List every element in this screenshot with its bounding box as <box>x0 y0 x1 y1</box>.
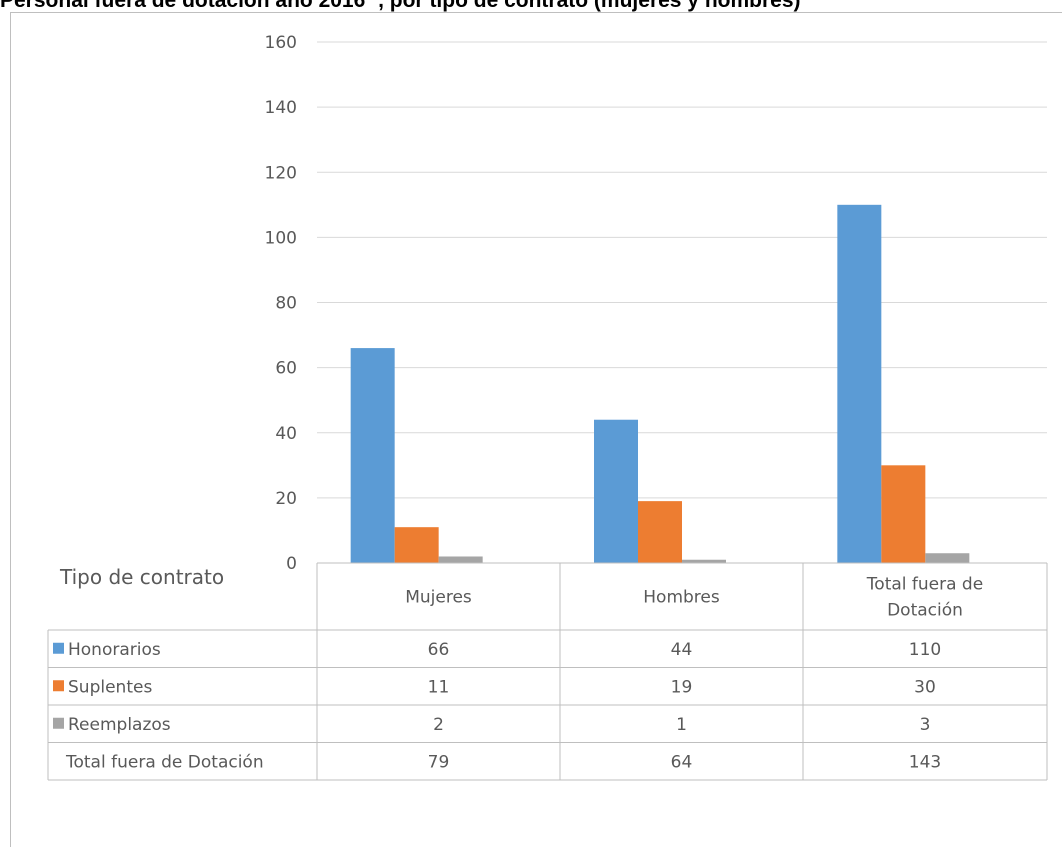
table-total-value: 64 <box>671 752 693 772</box>
legend-swatch <box>53 680 64 692</box>
x-category-label: Hombres <box>643 588 720 608</box>
legend-label: Suplentes <box>68 677 152 697</box>
table-cell-value: 2 <box>433 715 444 735</box>
legend-swatch <box>53 717 64 729</box>
y-tick-label: 100 <box>265 228 297 248</box>
table-header-label: Tipo de contrato <box>59 565 224 589</box>
bar <box>594 419 638 563</box>
table-cell-value: 1 <box>676 715 687 735</box>
bar <box>925 553 970 563</box>
table-cell-value: 11 <box>428 677 450 697</box>
bar <box>438 556 483 563</box>
legend-swatch <box>53 642 64 654</box>
table-cell-value: 44 <box>671 640 693 660</box>
bar <box>881 465 926 563</box>
table-cell-value: 30 <box>914 677 936 697</box>
bar <box>837 204 882 563</box>
table-cell-value: 110 <box>909 640 941 660</box>
y-tick-label: 60 <box>275 359 297 379</box>
x-category-label: Dotación <box>887 601 963 621</box>
bar <box>394 527 439 563</box>
y-tick-label: 80 <box>275 294 297 314</box>
page-title: Personal fuera de dotación año 2016 ¹, p… <box>0 0 801 12</box>
x-category-label: Total fuera de <box>866 575 983 595</box>
table-cell-value: 3 <box>920 715 931 735</box>
y-tick-label: 40 <box>275 424 297 444</box>
table-cell-value: 66 <box>428 640 450 660</box>
table-total-label: Total fuera de Dotación <box>65 752 264 772</box>
bar <box>638 501 682 563</box>
table-total-value: 79 <box>428 752 450 772</box>
chart-frame <box>10 12 1062 847</box>
y-tick-label: 20 <box>275 489 297 509</box>
x-category-label: Mujeres <box>405 588 472 608</box>
table-total-value: 143 <box>909 752 941 772</box>
y-tick-label: 0 <box>286 554 297 574</box>
y-tick-label: 160 <box>265 33 297 53</box>
legend-label: Honorarios <box>68 640 161 660</box>
table-cell-value: 19 <box>671 677 693 697</box>
y-tick-label: 120 <box>265 163 297 183</box>
bar <box>350 348 395 563</box>
legend-label: Reemplazos <box>68 715 171 735</box>
y-tick-label: 140 <box>265 98 297 118</box>
bar <box>682 559 726 563</box>
